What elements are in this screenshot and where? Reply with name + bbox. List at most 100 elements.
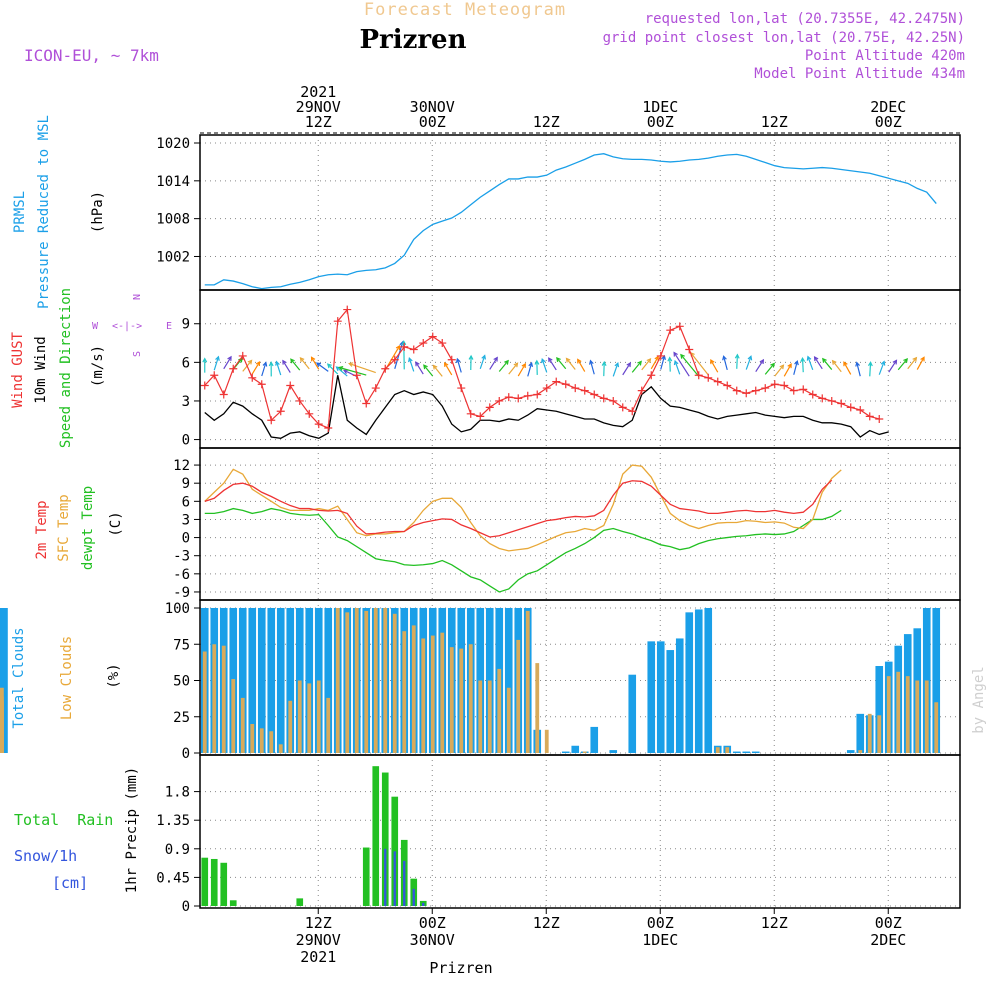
snow-bar xyxy=(422,902,425,906)
wind-arrow xyxy=(527,362,533,377)
compass-cross: <-|-> xyxy=(112,321,142,332)
prmsl-label: PRMSL xyxy=(12,191,28,233)
wind-arrow-head xyxy=(290,358,295,364)
wind-arrow-head xyxy=(493,356,498,362)
wind-arrow xyxy=(498,360,509,372)
wind-arrow-head xyxy=(680,353,685,359)
gust-marker xyxy=(685,345,694,354)
y-tick-label: 0.45 xyxy=(156,870,190,886)
wind-arrow xyxy=(710,359,719,373)
low-cloud-bar xyxy=(411,625,416,753)
wind-arrow-head xyxy=(534,359,540,365)
wind-arrow-head xyxy=(227,355,232,361)
wind-arrow xyxy=(223,356,232,370)
bottom-time-label: 1DEC xyxy=(642,931,678,949)
gust-marker xyxy=(846,403,855,412)
gust-marker xyxy=(257,380,266,389)
low-cloud-bar xyxy=(725,747,730,753)
wind-arrow xyxy=(336,366,348,377)
wind-arrow xyxy=(349,362,376,374)
wind-arrow xyxy=(251,361,260,375)
y-tick-label: 3 xyxy=(182,512,190,528)
low-cloud-bar xyxy=(269,731,274,753)
panel-frame xyxy=(199,289,961,449)
dew-line xyxy=(204,507,842,593)
wind-arrow-head xyxy=(262,361,268,367)
wind-arrow xyxy=(213,356,220,371)
total-cloud-bar xyxy=(324,608,333,753)
watermark: by Angel xyxy=(971,666,987,733)
wind-arrow-head xyxy=(504,359,509,365)
wind-arrow-head xyxy=(395,344,401,351)
wind-arrow xyxy=(489,357,498,370)
gust-marker xyxy=(305,409,314,418)
wind-arrow xyxy=(888,360,897,373)
gust-marker xyxy=(514,394,523,403)
total-cloud-bar xyxy=(305,608,314,753)
wind-unit-label: (m/s) xyxy=(90,345,106,387)
y-tick-label: 6 xyxy=(182,494,190,510)
gust-marker xyxy=(533,390,542,399)
wind-arrow-head xyxy=(892,359,898,365)
low-cloud-bar xyxy=(278,744,283,753)
gust-marker xyxy=(723,381,732,390)
total-cloud-bar xyxy=(504,608,513,753)
wind-arrow-head xyxy=(268,361,274,367)
wind-arrow xyxy=(517,363,526,377)
wind-panel: 0 3 6 9 xyxy=(182,289,961,449)
top-time-label: 12Z xyxy=(761,113,788,131)
total-cloud-bar xyxy=(732,751,741,753)
wind-arrow xyxy=(793,361,798,375)
panel-frame xyxy=(199,447,961,601)
gust-marker xyxy=(675,322,684,331)
y-tick-label: 1020 xyxy=(156,136,190,152)
compass-n: N xyxy=(132,294,143,300)
gust-marker xyxy=(409,345,418,354)
low-cloud-bar xyxy=(212,644,217,753)
bottom-time-label: 2021 xyxy=(300,948,336,966)
gust-marker xyxy=(466,409,475,418)
wind-arrow-head xyxy=(589,359,594,365)
gust-marker xyxy=(295,396,304,405)
total-cloud-bar xyxy=(742,751,751,753)
wind-arrow-head xyxy=(880,360,886,366)
pressure-line xyxy=(204,153,937,290)
wind-arrow xyxy=(736,354,739,369)
gust-marker xyxy=(343,305,352,314)
wind-arrow-head xyxy=(202,357,208,363)
requested-lonlat: requested lon,lat (20.7355E, 42.2475N) xyxy=(645,11,965,27)
wind-arrow-head xyxy=(673,351,678,357)
total-cloud-bar xyxy=(561,751,570,753)
wind-arrow xyxy=(415,361,424,375)
total-cloud-bar xyxy=(856,713,865,753)
total-cloud-bar xyxy=(628,674,637,753)
low-cloud-bar xyxy=(934,702,939,753)
rain-bar xyxy=(381,772,389,906)
total-cloud-bar xyxy=(590,726,599,753)
y-tick-label: -3 xyxy=(173,549,190,565)
wind-arrow xyxy=(807,356,814,371)
wind-arrow-head xyxy=(455,357,461,364)
bottom-time-label: 29NOV xyxy=(296,931,341,949)
wind-arrow xyxy=(612,362,619,377)
gust-marker xyxy=(770,380,779,389)
wind-arrow-head xyxy=(275,360,280,366)
wind-arrow-head xyxy=(903,358,908,364)
low-cloud-bar xyxy=(535,663,540,753)
wind-arrow xyxy=(822,358,833,370)
gust-marker xyxy=(704,373,713,382)
wind-arrow xyxy=(660,355,666,370)
wind-arrow xyxy=(622,362,631,376)
gust-marker xyxy=(656,351,665,360)
wind-arrow xyxy=(299,357,310,370)
wind-arrow-head xyxy=(315,362,322,368)
gust-marker xyxy=(647,371,656,380)
low-cloud-bar xyxy=(544,729,549,753)
wind-10m-label: 10m Wind xyxy=(33,336,49,403)
wind-arrow xyxy=(764,363,775,375)
temperature-panel: -9 -6 -3 0 3 6 9 12 xyxy=(173,447,961,601)
wind-arrow xyxy=(650,356,659,370)
precipitation-panel: 0 0.45 0.9 1.35 1.8 xyxy=(156,754,961,915)
wind-arrow-head xyxy=(673,359,679,366)
gridpoint-lonlat: grid point closest lon,lat (20.75E, 42.2… xyxy=(603,30,965,46)
